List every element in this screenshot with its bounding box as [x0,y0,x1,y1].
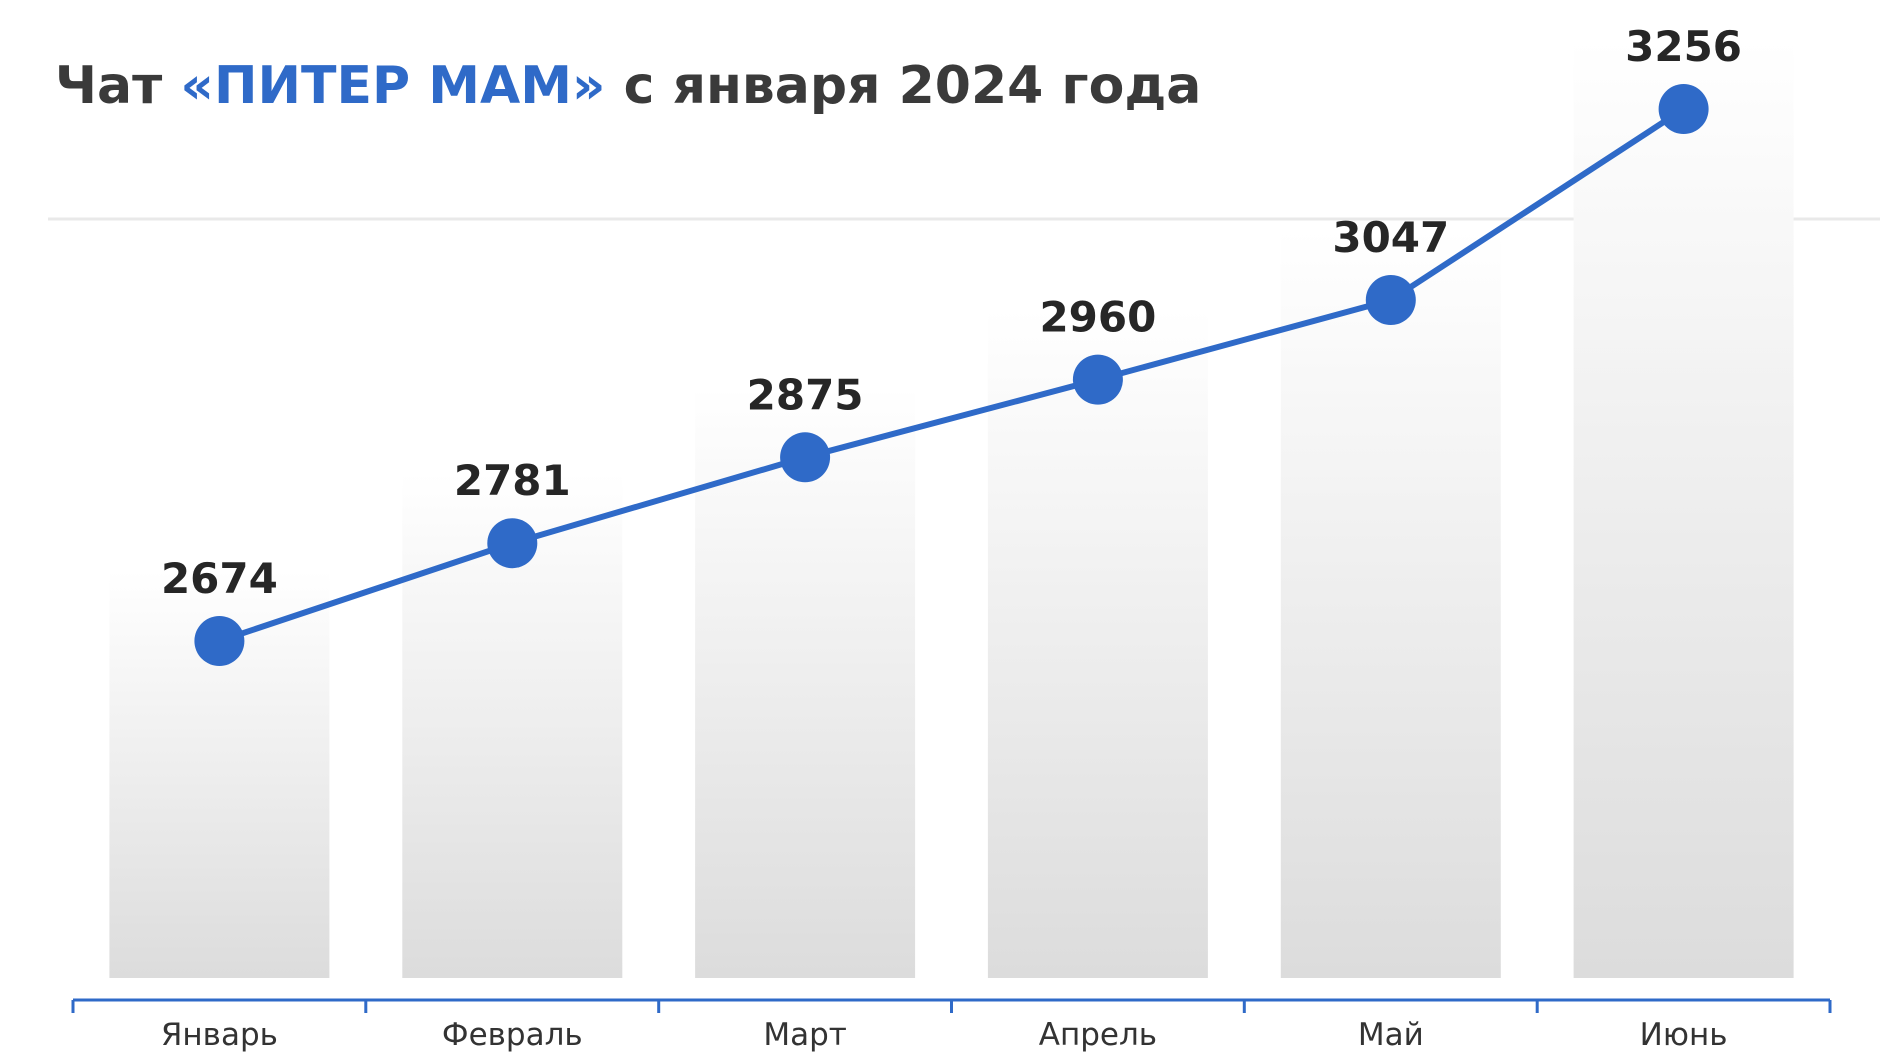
data-point [487,518,538,569]
data-point [1072,354,1123,405]
data-point [1658,84,1709,134]
data-label: 2960 [1039,293,1156,342]
background-bars [109,39,1794,979]
data-label: 2781 [454,456,571,505]
chart-title-highlight: «ПИТЕР МАМ» [180,56,605,116]
data-points [194,84,1709,666]
background-bar [1573,39,1794,978]
data-label: 2674 [161,554,278,603]
background-bar [987,309,1208,979]
series-line-layer [216,106,1687,644]
series-line [216,106,1687,644]
x-tick-label: Май [1358,1017,1424,1053]
x-tick-labels: Январь Февраль Март Апрель Май Июнь [161,1017,1728,1053]
background-bar [1280,230,1501,978]
data-label: 2875 [747,370,864,419]
x-tick-label: Июнь [1640,1017,1728,1053]
x-tick-label: Январь [161,1017,278,1053]
x-axis [71,998,1832,1013]
chart-title: Чат «ПИТЕР МАМ» с января 2024 года [55,56,1201,116]
data-point [1365,275,1416,325]
data-point [194,616,245,666]
data-label: 3047 [1332,213,1449,262]
data-label: 3256 [1625,22,1742,71]
x-tick-label: Февраль [442,1017,583,1053]
background-bar [695,387,916,978]
chart-title-suffix: с января 2024 года [606,56,1202,116]
x-tick-label: Март [763,1017,846,1053]
data-value-labels: 2674 2781 2875 2960 3047 3256 [161,22,1742,603]
chart-title-prefix: Чат [55,56,180,116]
x-tick-label: Апрель [1039,1017,1157,1053]
data-point [780,432,831,483]
